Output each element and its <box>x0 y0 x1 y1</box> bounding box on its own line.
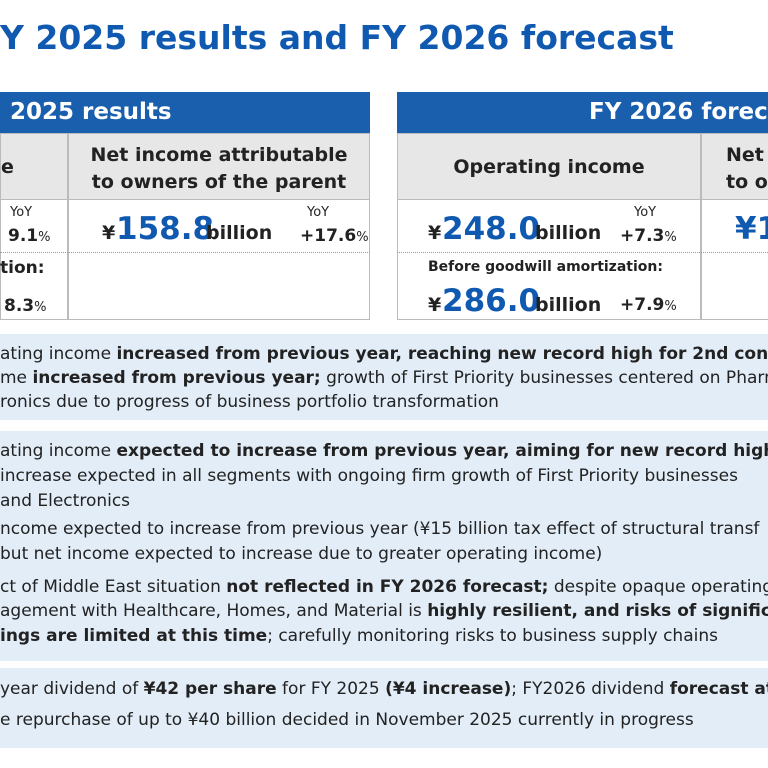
col-header: Net to o <box>701 133 768 200</box>
unit: % <box>664 299 677 314</box>
header-line: to o <box>726 171 768 193</box>
results-header: 2025 results <box>0 92 370 133</box>
text-segment: ; FY2026 dividend <box>511 679 670 699</box>
unit: billion <box>535 294 602 316</box>
bullet-line: year dividend of ¥42 per share for FY 20… <box>0 679 768 699</box>
text-segment: highly resilient, and risks of significa <box>427 601 768 621</box>
text-segment: ncome expected to increase from previous… <box>0 519 760 539</box>
cell <box>0 200 68 320</box>
unit: billion <box>535 222 602 244</box>
divider <box>397 252 768 253</box>
bullet-line: me increased from previous year; growth … <box>0 368 768 388</box>
yoy-label: YoY <box>634 205 657 220</box>
label: Before goodwill amortization: <box>428 259 663 275</box>
header-line: Net <box>726 144 764 166</box>
text-segment: ating income <box>0 344 117 364</box>
bullet-line: and Electronics <box>0 491 130 511</box>
bullet-line: ronics due to progress of business portf… <box>0 392 499 412</box>
label: tion: <box>0 258 45 278</box>
text-segment: ating income <box>0 441 117 461</box>
text-segment: increase expected in all segments with o… <box>0 466 738 486</box>
bullet-line: ncome expected to increase from previous… <box>0 519 759 539</box>
value: ¥1 <box>735 211 768 247</box>
bullet-line: e repurchase of up to ¥40 billion decide… <box>0 710 694 730</box>
col-header: Operating income <box>397 133 701 200</box>
unit: % <box>664 230 677 245</box>
text-segment: (¥4 increase) <box>385 679 512 699</box>
forecast-header: FY 2026 forec <box>397 92 768 133</box>
unit: % <box>356 230 369 245</box>
unit: % <box>38 230 51 245</box>
text-segment: but net income expected to increase due … <box>0 544 603 564</box>
text-segment: e repurchase of up to ¥40 billion decide… <box>0 710 694 730</box>
slide-title: Y 2025 results and FY 2026 forecast <box>0 18 674 57</box>
text-segment: ¥42 per share <box>143 679 277 699</box>
col-header: e <box>0 133 68 200</box>
text-segment: ; carefully monitoring risks to business… <box>267 626 718 646</box>
unit: billion <box>206 222 273 244</box>
text-segment: not reflected in FY 2026 forecast; <box>226 577 549 597</box>
unit: % <box>34 300 47 315</box>
value: 158.8 <box>116 211 215 247</box>
text-segment: year dividend of <box>0 679 144 699</box>
yoy: +7.3% <box>620 226 677 246</box>
cell <box>701 200 768 320</box>
yoy: +7.9% <box>620 295 677 315</box>
currency: ¥ <box>428 222 442 244</box>
cell <box>68 200 370 320</box>
col-header: Net income attributable to owners of the … <box>68 133 370 200</box>
divider <box>0 252 370 253</box>
bullet-box <box>0 668 768 748</box>
bullet-box <box>0 334 768 420</box>
yoy-label: YoY <box>307 205 330 220</box>
yoy-value: 8.3 <box>4 296 35 316</box>
text-segment: expected to increase from previous year,… <box>116 441 768 461</box>
bullet-line: but net income expected to increase due … <box>0 544 602 564</box>
bullet-line: ating income increased from previous yea… <box>0 344 768 364</box>
text-segment: and Electronics <box>0 491 131 511</box>
header-line: Net income attributable <box>90 144 348 166</box>
yoy-value: +7.9 <box>620 295 665 315</box>
text-segment: ings are limited at this time <box>0 626 268 646</box>
bullet-line: increase expected in all segments with o… <box>0 466 738 486</box>
bullet-box <box>0 431 768 661</box>
header-line: to owners of the parent <box>91 171 347 193</box>
yoy-value: +17.6 <box>300 226 357 246</box>
currency: ¥ <box>102 222 116 244</box>
yoy: 8.3% <box>4 296 46 316</box>
text-segment: forecast at ¥ <box>669 679 768 699</box>
value: 286.0 <box>442 283 541 319</box>
yoy-value: +7.3 <box>620 226 665 246</box>
text-segment: growth of First Priority businesses cent… <box>320 368 768 388</box>
bullet-line: ct of Middle East situation not reflecte… <box>0 577 768 597</box>
text-segment: despite opaque operating <box>548 577 768 597</box>
yoy-label: YoY <box>10 205 33 220</box>
text-segment: me <box>0 368 33 388</box>
text-segment: for FY 2025 <box>276 679 386 699</box>
bullet-line: ings are limited at this time; carefully… <box>0 626 718 646</box>
yoy: +17.6% <box>300 226 369 246</box>
cell <box>397 200 701 320</box>
bullet-line: ating income expected to increase from p… <box>0 441 768 461</box>
text-segment: ronics due to progress of business portf… <box>0 392 499 412</box>
text-segment: ct of Middle East situation <box>0 577 227 597</box>
yoy-value: 9.1 <box>8 226 39 246</box>
text-segment: increased from previous year, reaching n… <box>116 344 768 364</box>
yoy: 9.1% <box>8 226 50 246</box>
bullet-line: agement with Healthcare, Homes, and Mate… <box>0 601 768 621</box>
text-segment: increased from previous year; <box>32 368 321 388</box>
value: 248.0 <box>442 211 541 247</box>
text-segment: agement with Healthcare, Homes, and Mate… <box>0 601 428 621</box>
currency: ¥ <box>428 294 442 316</box>
